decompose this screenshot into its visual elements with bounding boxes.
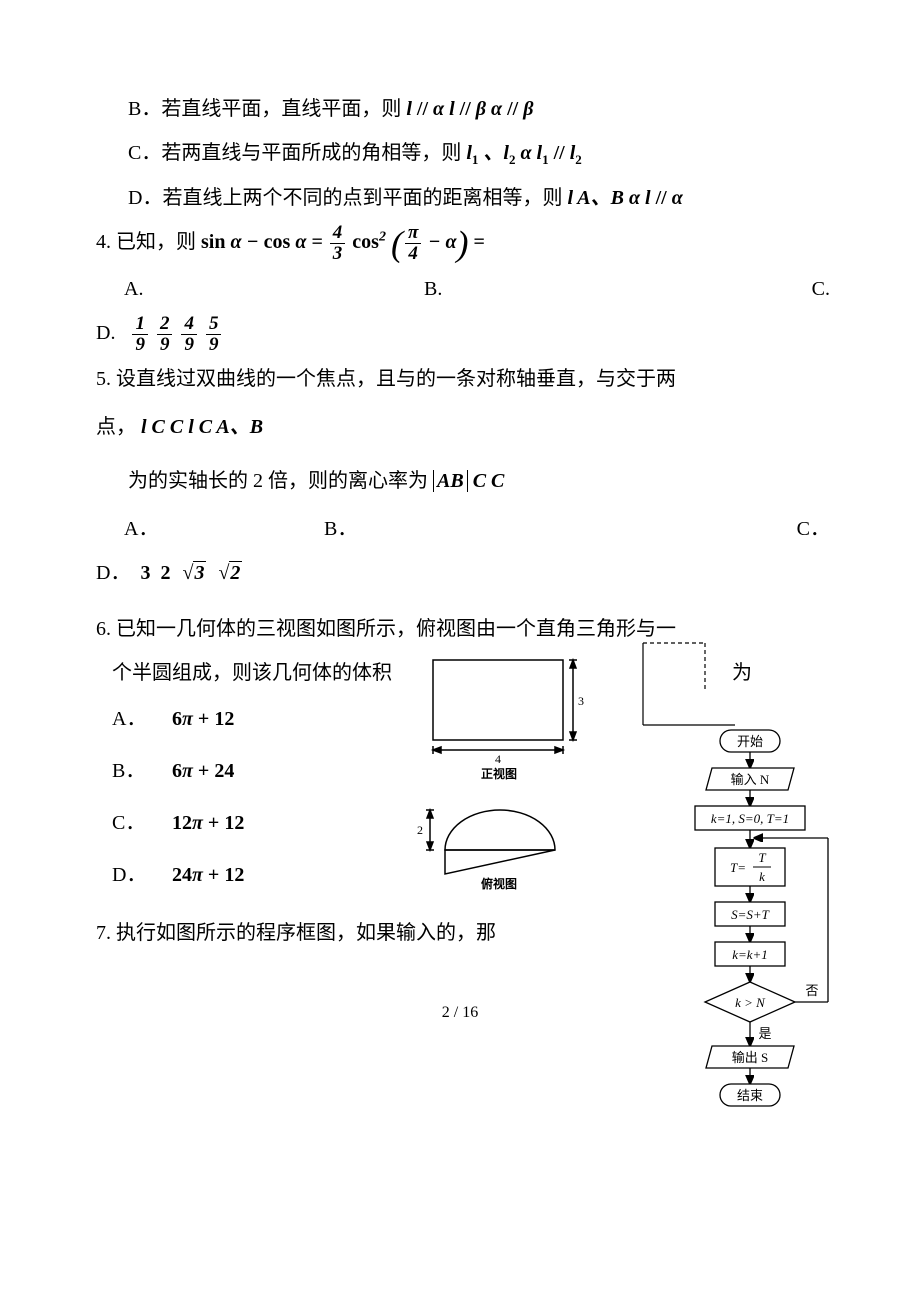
q6-A-val: 6π + 12 [172,700,332,738]
q3-C-text: C．若两直线与平面所成的角相等，则 [128,142,461,164]
flowchart-figure: 开始 输入 N k=1, S=0, T=1 T= T k S=S+T [640,650,850,1150]
q5-opts-row: A． B． C． [80,510,840,548]
q6-stem2a: 个半圆组成，则该几何体的体积 [112,654,392,692]
q3-option-D: D．若直线上两个不同的点到平面的距离相等，则 l A、B α l // α [80,179,840,217]
q5-stem-1: 5. 设直线过双曲线的一个焦点，且与的一条对称轴垂直，与交于两 [80,360,840,398]
q3-D-text: D．若直线上两个不同的点到平面的距离相等，则 [128,187,562,209]
q3-option-B: B．若直线平面，直线平面，则 l // α l // β α // β [80,90,840,128]
q5-sub-prefix: 为的实轴长的 2 倍，则的离心率为 [128,470,428,492]
q4-opt-C: C. [724,270,840,308]
fc-k: k=k+1 [732,947,768,962]
q6-A-label: A． [112,700,172,738]
fc-start: 开始 [737,734,763,749]
q3-B-math: l // α l // β α // β [406,98,533,120]
q3-option-C: C．若两直线与平面所成的角相等，则 l1 、l2 α l1 // l2 [80,134,840,173]
q6-C-val: 12π + 12 [172,804,332,842]
q4-D-fracs: 19 29 49 59 [130,322,223,344]
q4-opt-B: B. [424,270,724,308]
q5-D-label: D． [96,562,130,584]
q5-stem2-prefix: 点， [96,416,136,438]
q5-D-vals: 3 2 3 2 [140,562,242,584]
fc-T-den: k [759,869,765,884]
q5-sub: 为的实轴长的 2 倍，则的离心率为 AB C C [80,462,840,500]
q5-stem2-math: l C C l C A、B [141,416,263,438]
three-view-figure: 4 3 正视图 2 俯视图 [395,650,615,890]
q4-D-label: D. [96,322,115,344]
fc-init: k=1, S=0, T=1 [711,811,789,826]
q5-opt-D: D． 3 2 3 2 [80,554,840,592]
q3-D-math: l A、B α l // α [567,187,682,209]
q4-opt-D: D. 19 29 49 59 [80,314,840,355]
q4-opt-A: A. [80,270,424,308]
q3-C-math: l1 、l2 α l1 // l2 [466,142,581,164]
q6-D-label: D． [112,856,172,894]
fc-S: S=S+T [731,907,770,922]
fc-end: 结束 [737,1088,763,1103]
q5-opt-A: A． [80,510,324,548]
fc-output: 输出 S [732,1050,768,1065]
front-label: 正视图 [481,766,517,781]
q5-sub-tail: C C [473,470,505,492]
top-h: 2 [417,823,423,837]
fc-T-lhs: T= [730,860,746,875]
q5-opt-B: B． [324,510,674,548]
q5-opt-C: C． [674,510,840,548]
front-h: 3 [578,694,584,708]
page-number: 2 / 16 [0,998,920,1028]
q7-stem: 7. 执行如图所示的程序框图，如果输入的，那 [80,914,576,952]
q5-abs: AB [433,470,468,492]
q6-wrap: 6. 已知一几何体的三视图如图所示，俯视图由一个直角三角形与一 个半圆组成，则该… [80,610,840,952]
q4-equation: sin α − cos α = 43 cos2 (π4 − α) = [201,231,485,253]
q4-prefix: 4. 已知，则 [96,231,196,253]
top-label: 俯视图 [481,876,517,890]
fc-no: 否 [805,983,818,998]
front-w: 4 [495,752,501,766]
q6-B-val: 6π + 24 [172,752,332,790]
fc-T-num: T [758,850,766,865]
q6-C-label: C． [112,804,172,842]
q3-B-text: B．若直线平面，直线平面，则 [128,98,401,120]
q5-stem-2: 点， l C C l C A、B [80,408,840,446]
fc-input: 输入 N [731,772,770,787]
q4-opts-row: A. B. C. [80,270,840,308]
q6-B-label: B． [112,752,172,790]
q4-stem: 4. 已知，则 sin α − cos α = 43 cos2 (π4 − α)… [80,223,840,264]
q6-D-val: 24π + 12 [172,856,332,894]
